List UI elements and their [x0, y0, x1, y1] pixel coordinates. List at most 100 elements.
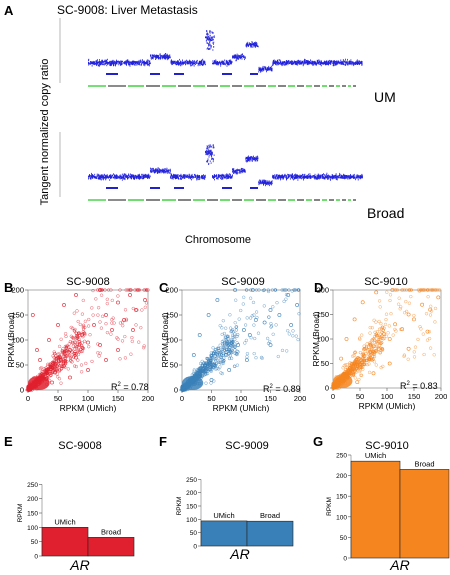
copy-ratio-point [119, 62, 121, 64]
scatter-point [81, 346, 86, 351]
copy-ratio-point [256, 45, 258, 47]
copy-ratio-point [244, 58, 245, 61]
copy-ratio-point [325, 61, 327, 64]
copy-ratio-point [320, 61, 322, 63]
copy-ratio-point [244, 57, 246, 59]
copy-ratio-point [90, 177, 92, 179]
copy-ratio-point [91, 172, 92, 175]
copy-ratio-point [243, 169, 245, 172]
scatter-point [106, 288, 111, 292]
copy-ratio-point [305, 176, 306, 178]
copy-ratio-point [139, 176, 141, 178]
scatter-point [198, 366, 202, 370]
copy-ratio-point [131, 176, 132, 179]
copy-ratio-point [253, 158, 255, 161]
copy-ratio-point [182, 174, 184, 176]
copy-ratio-point [127, 60, 129, 62]
copy-ratio-point [223, 63, 224, 65]
copy-ratio-point [189, 176, 191, 178]
copy-ratio-point [128, 60, 130, 63]
scatter-point [77, 339, 81, 344]
scatter-point [73, 351, 78, 356]
copy-ratio-point [330, 61, 332, 63]
copy-ratio-point [342, 59, 344, 61]
copy-ratio-point [316, 61, 318, 63]
scatter-point [63, 360, 68, 364]
copy-ratio-point [110, 177, 112, 179]
copy-ratio-point [157, 169, 159, 172]
copy-ratio-point [119, 61, 120, 63]
copy-ratio-point [309, 177, 311, 179]
copy-ratio-point [235, 55, 236, 58]
copy-ratio-point [239, 172, 240, 174]
copy-ratio-point [152, 57, 154, 60]
copy-ratio-point [256, 160, 258, 162]
copy-ratio-point [101, 59, 103, 62]
scatter-point [130, 335, 134, 340]
copy-ratio-point [341, 175, 343, 177]
copy-ratio-point [249, 156, 251, 159]
copy-ratio-point [146, 174, 148, 177]
scatter-point [280, 348, 285, 353]
copy-ratio-point [252, 46, 254, 48]
copy-ratio-point [88, 64, 90, 66]
copy-ratio-point [339, 172, 341, 175]
copy-ratio-point [137, 61, 138, 64]
copy-ratio-point [345, 58, 346, 61]
copy-ratio-point [192, 175, 194, 178]
copy-ratio-point [173, 173, 174, 176]
copy-ratio-point [333, 64, 335, 67]
copy-ratio-point [308, 61, 310, 64]
copy-ratio-point [273, 177, 275, 180]
copy-ratio-point [214, 61, 216, 63]
copy-ratio-point [310, 177, 312, 179]
copy-ratio-point [167, 54, 169, 57]
copy-ratio-point [355, 61, 357, 64]
copy-ratio-point [166, 58, 168, 61]
copy-ratio-point [190, 176, 191, 179]
copy-ratio-point [171, 175, 173, 177]
copy-ratio-point [123, 173, 125, 176]
copy-ratio-point [194, 62, 195, 65]
copy-ratio-point [261, 69, 262, 72]
copy-ratio-point [141, 177, 143, 179]
scatter-point [86, 368, 90, 372]
scatter-point [51, 354, 55, 358]
copy-ratio-point [244, 171, 246, 173]
copy-ratio-point [321, 62, 322, 64]
copy-ratio-point [247, 160, 248, 162]
copy-ratio-point [340, 61, 342, 63]
copy-ratio-point [123, 176, 125, 179]
scatter-point [56, 356, 60, 360]
copy-ratio-point [106, 60, 107, 62]
copy-ratio-point [245, 156, 247, 159]
copy-ratio-point [127, 60, 128, 62]
copy-ratio-point [258, 71, 260, 73]
x-axis-label: RPKM (UMich) [213, 403, 270, 413]
copy-ratio-point [155, 170, 156, 173]
copy-ratio-point [336, 63, 337, 66]
scatter-point [27, 385, 31, 390]
copy-ratio-point [261, 70, 263, 72]
copy-ratio-point [239, 170, 241, 172]
copy-ratio-point [136, 61, 137, 64]
copy-ratio-point [306, 175, 308, 178]
copy-ratio-point [210, 146, 212, 148]
copy-ratio-point [232, 168, 233, 170]
copy-ratio-point [99, 63, 101, 66]
copy-ratio-point [125, 63, 127, 65]
copy-ratio-point [200, 62, 202, 64]
copy-ratio-point [165, 170, 167, 173]
copy-ratio-point [294, 177, 296, 180]
panel-a-ylabel: Tangent normalized copy ratio [39, 59, 51, 206]
copy-ratio-point [342, 177, 344, 179]
copy-ratio-point [325, 63, 327, 66]
copy-ratio-point [209, 48, 211, 50]
copy-ratio-point [314, 62, 316, 65]
scatter-point [124, 317, 129, 321]
copy-ratio-point [338, 176, 340, 179]
copy-ratio-point [200, 176, 202, 178]
copy-ratio-point [353, 63, 355, 66]
copy-ratio-point [222, 174, 224, 177]
copy-ratio-point [351, 63, 353, 65]
